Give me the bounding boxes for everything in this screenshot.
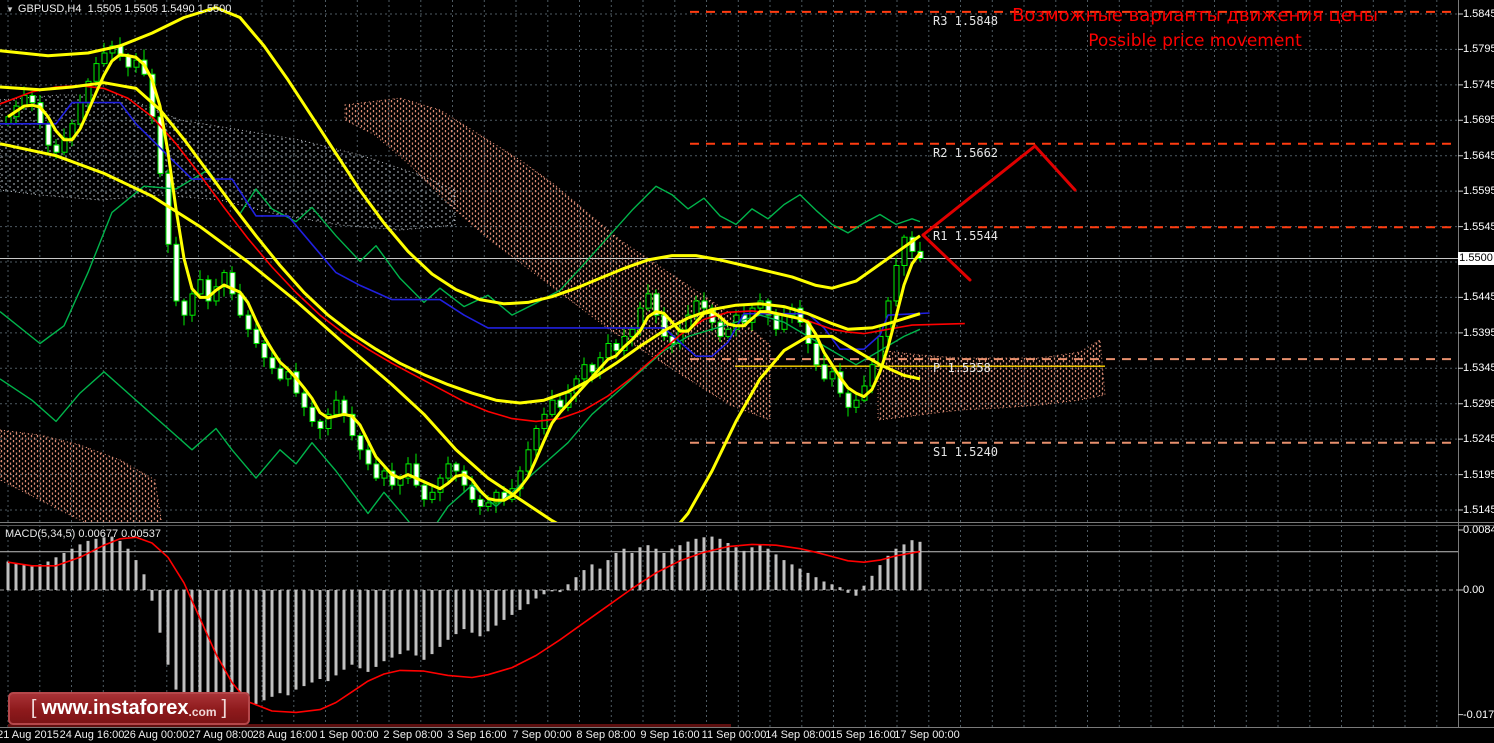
green-channel-lower [0,314,921,522]
time-axis-label: 24 Aug 16:00 [59,729,125,741]
logo-text: www.instaforex [41,697,189,719]
logo-bracket-right: ] [221,697,228,719]
kumo-right-salmon [877,339,1106,421]
price-axis-label: 1.5195 [1463,469,1494,481]
chart-title-ohlc: 1.5505 1.5505 1.5490 1.5500 [87,3,232,15]
chart-title: ▼ GBPUSD,H4 1.5505 1.5505 1.5490 1.5500 [6,3,231,15]
price-axis-label: 1.5595 [1463,185,1494,197]
price-axis-label: 1.5695 [1463,114,1494,126]
macd-axis-label: -0.01751 [1463,709,1494,721]
chart-title-symbol: GBPUSD,H4 [17,3,82,15]
forecast-arrow-down-variant[interactable] [921,233,972,282]
pivot-label-r2[interactable]: R2 1.5662 [933,146,999,160]
time-axis-label: 15 Sep 16:00 [830,729,896,741]
instaforex-logo[interactable]: [ www.instaforex .com ] [8,692,250,725]
price-movement-annotation: Возможные варианты движения цены Possibl… [1004,3,1386,54]
macd-axis-label: 0.00843 [1463,524,1494,536]
yellow-band-upper [0,6,921,306]
time-axis-label: 7 Sep 00:00 [512,729,572,741]
annotation-line-ru: Возможные варианты движения цены [1012,5,1378,26]
axis-tick-marks [1458,13,1463,716]
time-axis-label: 26 Aug 00:00 [123,729,189,741]
time-axis-label: 11 Sep 00:00 [701,729,767,741]
price-axis-label: 1.5445 [1463,291,1494,303]
kumo-bottomleft-salmon [0,429,162,522]
price-axis-label: 1.5645 [1463,150,1494,162]
price-axis-label: 1.5245 [1463,433,1494,445]
time-axis-label: 2 Sep 08:00 [383,729,443,741]
macd-indicator-label: MACD(5,34,5) 0.00677 0.00537 [5,528,161,540]
logo-bracket-left: [ [30,697,37,719]
time-axis-label: 8 Sep 08:00 [576,729,636,741]
price-axis-label: 1.5345 [1463,362,1494,374]
pivot-label-r3[interactable]: R3 1.5848 [933,14,999,28]
price-axis-label: 1.5395 [1463,327,1494,339]
logo-suffix: .com [188,705,217,719]
time-axis-label: 17 Sep 00:00 [894,729,960,741]
red-underline-strip [8,724,731,727]
time-axis-label: 1 Sep 00:00 [319,729,379,741]
symbol-marker-icon: ▼ [6,5,14,14]
pivot-label-r1[interactable]: R1 1.5544 [933,229,999,243]
time-axis-label: 9 Sep 16:00 [640,729,700,741]
price-axis-label: 1.5795 [1463,43,1494,55]
time-axis-label: 27 Aug 08:00 [188,729,254,741]
price-axis-label: 1.5845 [1463,8,1494,20]
macd-axis-label: 0.00 [1463,584,1485,596]
current-price-box: 1.5500 [1458,252,1494,265]
kumo-left-white [0,94,456,231]
time-axis-label: 28 Aug 16:00 [252,729,318,741]
price-axis-label: 1.5145 [1463,504,1494,516]
pivot-label-p[interactable]: P 1.5358 [933,361,991,375]
time-axis-label: 3 Sep 16:00 [447,729,507,741]
price-axis-label: 1.5545 [1463,221,1494,233]
yellow-band-middle [0,81,921,405]
price-axis-label: 1.5295 [1463,398,1494,410]
time-axis-label: 21 Aug 2015 [0,729,59,741]
yellow-fast-ma [7,53,922,502]
annotation-line-en: Possible price movement [1088,31,1302,52]
macd-signal-line [7,536,921,714]
price-axis-label: 1.5745 [1463,79,1494,91]
time-axis-label: 14 Sep 08:00 [765,729,831,741]
blue-ma-line [0,101,930,358]
pivot-label-s1[interactable]: S1 1.5240 [933,445,999,459]
macd-histogram [6,536,922,712]
forecast-arrow-up-then-down[interactable] [921,143,1077,237]
